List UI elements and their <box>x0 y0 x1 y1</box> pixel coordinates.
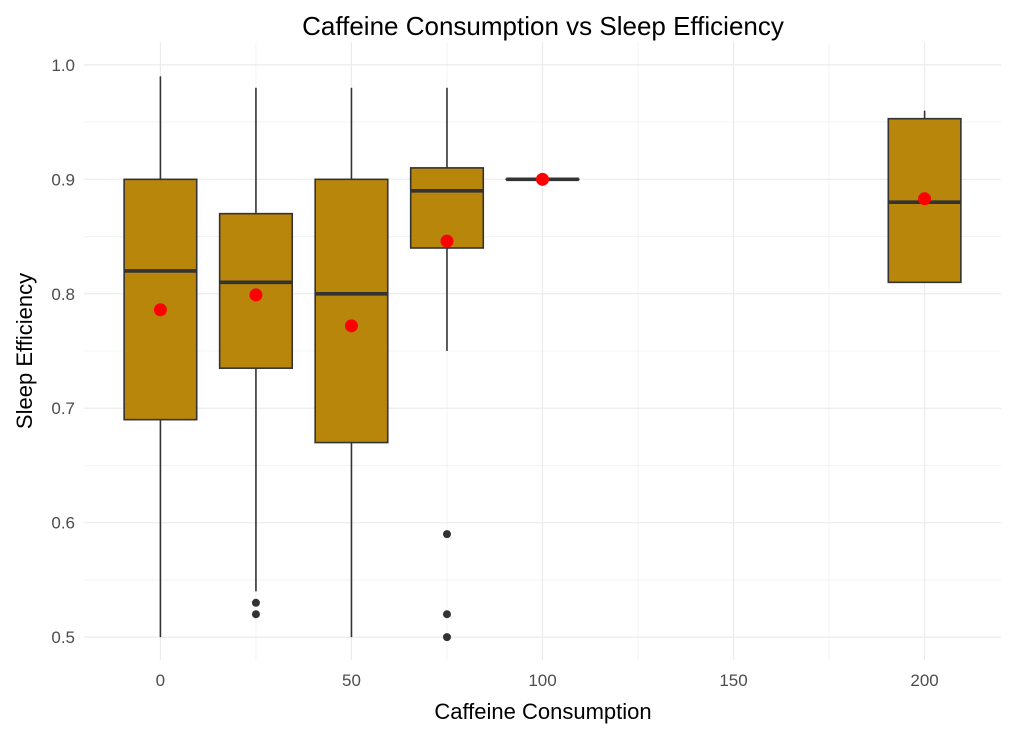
x-tick-labels: 0 50 100 150 200 <box>156 671 939 690</box>
box-series <box>123 76 962 642</box>
mean-marker <box>249 288 263 302</box>
y-tick-label: 0.8 <box>51 285 75 304</box>
y-axis-title: Sleep Efficiency <box>12 273 37 429</box>
mean-marker <box>536 172 549 186</box>
box-group <box>409 87 485 642</box>
mean-marker <box>344 319 358 333</box>
x-tick-label: 100 <box>528 671 556 690</box>
mean-marker <box>440 234 454 248</box>
outlier-point <box>251 610 260 619</box>
y-tick-labels: 0.5 0.6 0.7 0.8 0.9 1.0 <box>51 56 75 647</box>
box-group <box>505 172 580 186</box>
outlier-point <box>442 610 451 619</box>
outlier-point <box>251 598 260 607</box>
outlier-point <box>442 530 451 539</box>
y-tick-label: 0.6 <box>51 514 75 533</box>
box-group <box>887 110 962 284</box>
mean-marker <box>918 192 932 206</box>
iqr-box <box>314 178 389 444</box>
outlier-point <box>442 633 451 642</box>
box-group <box>314 87 389 638</box>
box-group <box>218 87 294 619</box>
x-tick-label: 200 <box>910 671 938 690</box>
x-axis-title: Caffeine Consumption <box>434 699 651 724</box>
x-tick-label: 50 <box>342 671 361 690</box>
x-tick-label: 0 <box>156 671 165 690</box>
mean-marker <box>153 303 167 317</box>
iqr-box <box>123 178 198 421</box>
y-tick-label: 0.5 <box>51 628 75 647</box>
y-tick-label: 0.9 <box>51 170 75 189</box>
y-tick-label: 0.7 <box>51 399 75 418</box>
chart-title: Caffeine Consumption vs Sleep Efficiency <box>302 11 784 41</box>
y-tick-label: 1.0 <box>51 56 75 75</box>
x-tick-label: 150 <box>719 671 747 690</box>
box-group <box>123 76 198 638</box>
